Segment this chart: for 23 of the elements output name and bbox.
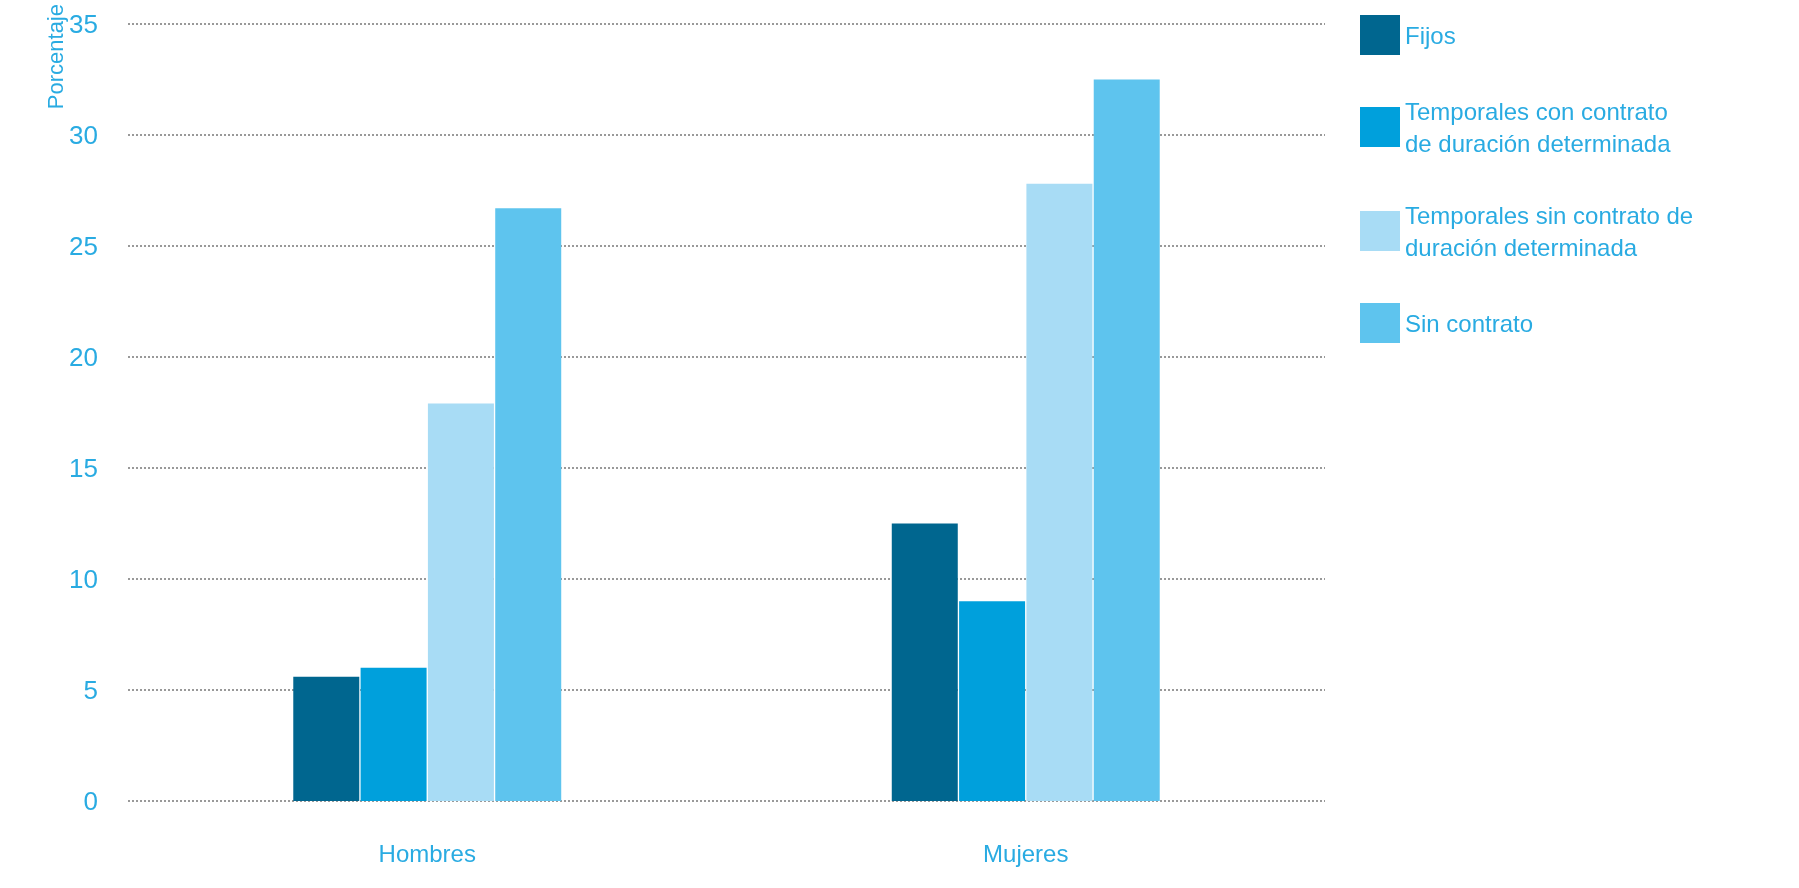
bar xyxy=(891,523,958,801)
legend-label: Temporales con contrato de duración determinada xyxy=(1405,97,1672,157)
y-tick-label: 5 xyxy=(83,675,98,705)
bar xyxy=(360,667,427,801)
x-tick-label: Hombres xyxy=(378,839,476,867)
y-tick-label: 20 xyxy=(69,342,98,372)
y-tick-label: 10 xyxy=(69,564,98,594)
bar xyxy=(293,676,360,801)
y-tick-label: 35 xyxy=(69,9,98,39)
legend-label: Fijos xyxy=(1405,21,1456,49)
bar xyxy=(959,601,1026,801)
y-axis-title: Porcentaje xyxy=(42,4,68,110)
y-tick-label: 15 xyxy=(69,453,98,483)
y-tick-label: 25 xyxy=(69,231,98,261)
bar xyxy=(427,403,494,801)
legend-label: Sin contrato xyxy=(1405,309,1534,337)
bar xyxy=(1093,79,1160,801)
y-tick-label: 0 xyxy=(83,786,98,816)
bar xyxy=(495,208,562,801)
bar xyxy=(1026,183,1093,801)
y-tick-label: 30 xyxy=(69,120,98,150)
legend-label: Temporales sin contrato de duración determinada xyxy=(1405,201,1694,261)
x-tick-label: Mujeres xyxy=(983,839,1069,867)
